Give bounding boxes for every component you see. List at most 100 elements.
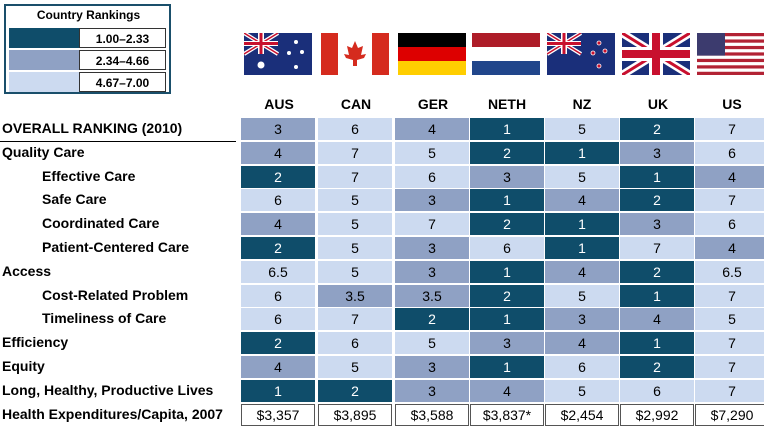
rank-cell-overall-ranking-2010-nz: 5 bbox=[545, 118, 619, 140]
rank-cell-efficiency-nz: 4 bbox=[545, 332, 619, 355]
rank-cell-patient-centered-care-us: 4 bbox=[695, 237, 764, 259]
rank-cell-cost-related-problem-nz: 5 bbox=[545, 284, 619, 307]
rank-cell-timeliness-of-care-aus: 6 bbox=[241, 308, 315, 331]
rank-cell-coordinated-care-aus: 4 bbox=[241, 213, 315, 236]
expenditure-cell-ger: $3,588 bbox=[395, 403, 469, 426]
column-header-us: US bbox=[722, 96, 742, 112]
rank-cell-coordinated-care-ger: 7 bbox=[395, 213, 469, 236]
rank-cell-access-ger: 3 bbox=[395, 260, 469, 283]
rank-cell-patient-centered-care-uk: 7 bbox=[620, 237, 694, 259]
rank-cell-cost-related-problem-ger: 3.5 bbox=[395, 284, 469, 307]
legend-swatch-tier2 bbox=[9, 50, 79, 70]
row-label-cost-related-problem: Cost-Related Problem bbox=[42, 286, 189, 303]
rank-cell-safe-care-aus: 6 bbox=[241, 189, 315, 212]
germany-flag bbox=[398, 33, 466, 75]
row-label-patient-centered-care: Patient-Centered Care bbox=[42, 239, 190, 255]
rank-cell-patient-centered-care-ger: 3 bbox=[395, 237, 469, 259]
rank-cell-efficiency-neth: 3 bbox=[470, 332, 544, 355]
rank-cell-effective-care-uk: 1 bbox=[620, 165, 694, 188]
rank-cell-timeliness-of-care-neth: 1 bbox=[470, 308, 544, 331]
rank-cell-efficiency-ger: 5 bbox=[395, 332, 469, 355]
rank-cell-safe-care-uk: 2 bbox=[620, 189, 694, 212]
rank-cell-cost-related-problem-can: 3.5 bbox=[318, 284, 392, 307]
rank-cell-effective-care-can: 7 bbox=[318, 165, 392, 188]
us-flag bbox=[697, 33, 764, 75]
rank-cell-effective-care-neth: 3 bbox=[470, 165, 544, 188]
row-label-quality-care: Quality Care bbox=[2, 143, 85, 160]
rank-cell-quality-care-uk: 3 bbox=[620, 141, 694, 164]
rank-cell-effective-care-aus: 2 bbox=[241, 165, 315, 188]
rank-cell-quality-care-ger: 5 bbox=[395, 141, 469, 164]
rank-cell-efficiency-uk: 1 bbox=[620, 332, 694, 355]
row-label-health-expenditures: Health Expenditures/Capita, 2007 bbox=[2, 405, 223, 422]
row-label-long-healthy-productive-lives: Long, Healthy, Productive Lives bbox=[2, 381, 214, 398]
rank-cell-timeliness-of-care-can: 7 bbox=[318, 308, 392, 331]
rank-cell-effective-care-ger: 6 bbox=[395, 165, 469, 188]
rank-cell-access-nz: 4 bbox=[545, 260, 619, 283]
rank-cell-cost-related-problem-uk: 1 bbox=[620, 284, 694, 307]
rank-cell-overall-ranking-2010-neth: 1 bbox=[470, 118, 544, 140]
rank-cell-patient-centered-care-nz: 1 bbox=[545, 237, 619, 259]
rank-cell-efficiency-can: 6 bbox=[318, 332, 392, 355]
rank-cell-overall-ranking-2010-ger: 4 bbox=[395, 118, 469, 140]
legend-range-tier1: 1.00–2.33 bbox=[79, 28, 166, 48]
rank-cell-access-can: 5 bbox=[318, 260, 392, 283]
row-label-safe-care: Safe Care bbox=[42, 191, 107, 208]
rank-cell-quality-care-can: 7 bbox=[318, 141, 392, 164]
netherlands-flag bbox=[472, 33, 540, 75]
rank-cell-equity-uk: 2 bbox=[620, 356, 694, 378]
rank-cell-safe-care-nz: 4 bbox=[545, 189, 619, 212]
overall-separator bbox=[0, 141, 236, 142]
rank-cell-overall-ranking-2010-aus: 3 bbox=[241, 118, 315, 140]
rank-cell-timeliness-of-care-us: 5 bbox=[695, 308, 764, 331]
rank-cell-long-healthy-productive-lives-uk: 6 bbox=[620, 379, 694, 402]
rank-cell-safe-care-us: 7 bbox=[695, 189, 764, 212]
rank-cell-coordinated-care-uk: 3 bbox=[620, 213, 694, 236]
row-label-access: Access bbox=[2, 262, 52, 279]
rank-cell-overall-ranking-2010-us: 7 bbox=[695, 118, 764, 140]
rank-cell-coordinated-care-neth: 2 bbox=[470, 213, 544, 236]
legend-title: Country Rankings bbox=[36, 8, 141, 22]
rank-cell-patient-centered-care-aus: 2 bbox=[241, 237, 315, 259]
rank-cell-cost-related-problem-us: 7 bbox=[695, 284, 764, 307]
rank-cell-safe-care-can: 5 bbox=[318, 189, 392, 212]
legend-swatch-tier1 bbox=[9, 28, 79, 48]
rank-cell-equity-us: 7 bbox=[695, 356, 764, 378]
rank-cell-patient-centered-care-can: 5 bbox=[318, 237, 392, 259]
rank-cell-timeliness-of-care-nz: 3 bbox=[545, 308, 619, 331]
row-label-overall-ranking-2010: OVERALL RANKING (2010) bbox=[2, 120, 183, 136]
rank-cell-access-us: 6.5 bbox=[695, 260, 764, 283]
rank-cell-equity-can: 5 bbox=[318, 356, 392, 378]
column-header-ger: GER bbox=[417, 96, 449, 112]
row-label-effective-care: Effective Care bbox=[42, 167, 136, 184]
expenditure-cell-neth: $3,837* bbox=[470, 403, 544, 426]
expenditure-cell-uk: $2,992 bbox=[620, 403, 694, 426]
expenditure-cell-can: $3,895 bbox=[318, 403, 392, 426]
rank-cell-timeliness-of-care-ger: 2 bbox=[395, 308, 469, 331]
new-zealand-flag bbox=[547, 33, 615, 75]
rank-cell-long-healthy-productive-lives-us: 7 bbox=[695, 379, 764, 402]
canada-flag bbox=[321, 33, 389, 75]
rank-cell-coordinated-care-can: 5 bbox=[318, 213, 392, 236]
rank-cell-quality-care-neth: 2 bbox=[470, 141, 544, 164]
rank-cell-overall-ranking-2010-can: 6 bbox=[318, 118, 392, 140]
rank-cell-long-healthy-productive-lives-ger: 3 bbox=[395, 379, 469, 402]
rank-cell-access-uk: 2 bbox=[620, 260, 694, 283]
legend-range-tier3: 4.67–7.00 bbox=[79, 72, 166, 92]
expenditure-cell-aus: $3,357 bbox=[241, 403, 315, 426]
expenditure-cell-us: $7,290 bbox=[695, 403, 764, 426]
legend-country-rankings: Country Rankings 1.00–2.33 2.34–4.66 4.6… bbox=[4, 4, 171, 94]
column-header-neth: NETH bbox=[487, 96, 527, 112]
rank-cell-coordinated-care-nz: 1 bbox=[545, 213, 619, 236]
australia-flag bbox=[244, 33, 312, 75]
row-label-equity: Equity bbox=[2, 358, 45, 374]
rank-cell-safe-care-ger: 3 bbox=[395, 189, 469, 212]
rank-cell-cost-related-problem-neth: 2 bbox=[470, 284, 544, 307]
row-label-timeliness-of-care: Timeliness of Care bbox=[42, 310, 167, 327]
rank-cell-equity-neth: 1 bbox=[470, 356, 544, 378]
legend-swatch-tier3 bbox=[9, 72, 79, 92]
rank-cell-quality-care-us: 6 bbox=[695, 141, 764, 164]
rank-cell-timeliness-of-care-uk: 4 bbox=[620, 308, 694, 331]
rank-cell-quality-care-aus: 4 bbox=[241, 141, 315, 164]
rank-cell-efficiency-aus: 2 bbox=[241, 332, 315, 355]
